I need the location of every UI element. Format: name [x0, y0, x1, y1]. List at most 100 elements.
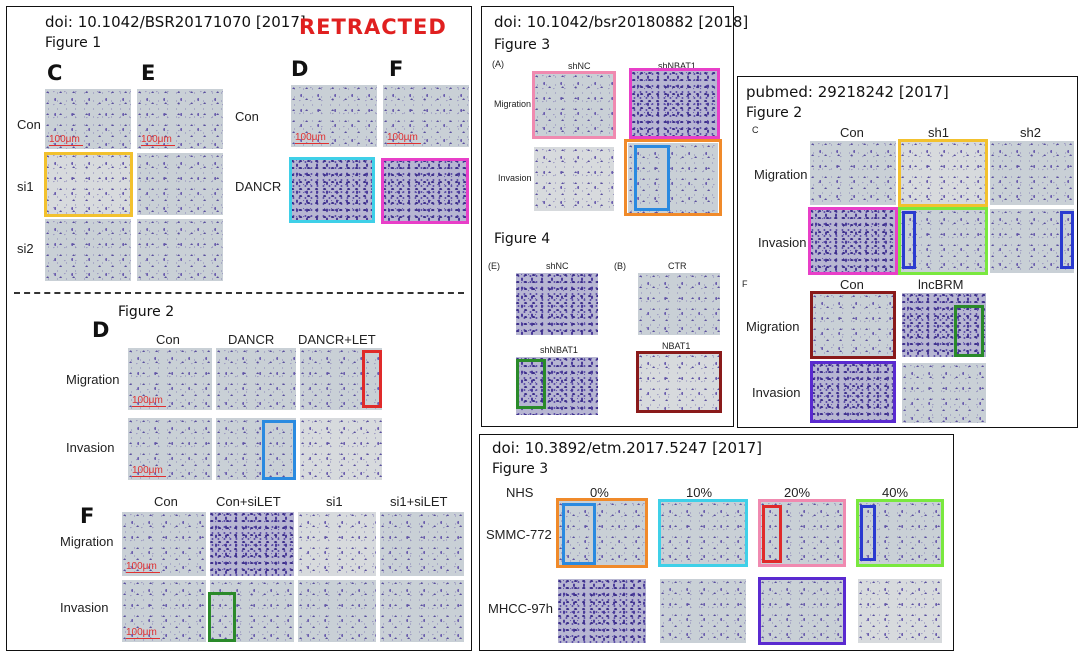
column-label: Con+siLET — [216, 494, 281, 509]
scale-bar: 100μm — [132, 395, 166, 407]
figure-title: Figure 4 — [494, 231, 551, 247]
scale-bar: 100μm — [126, 627, 160, 639]
micrograph — [638, 273, 720, 335]
highlight-box-magenta — [808, 207, 898, 275]
highlight-box-navy — [1060, 211, 1074, 269]
micrograph — [810, 141, 896, 205]
highlight-box-yellow — [44, 152, 133, 217]
scale-bar: 100μm — [49, 134, 83, 146]
panel-doi: doi: 10.3892/etm.2017.5247 [2017] — [492, 439, 763, 457]
scale-bar: 100μm — [295, 132, 329, 144]
column-label: Con — [156, 332, 180, 347]
column-label: si1+siLET — [390, 494, 448, 509]
micrograph — [660, 501, 746, 565]
row-label: Invasion — [60, 600, 109, 615]
micrograph — [137, 219, 223, 281]
highlight-box-darkred — [810, 291, 896, 359]
column-label: Con — [840, 125, 864, 140]
highlight-box-blue — [262, 420, 296, 480]
scale-bar: 100μm — [141, 134, 175, 146]
panel-letter-f: F — [389, 57, 404, 81]
column-label: shNBAT1 — [658, 61, 696, 71]
column-label: NBAT1 — [662, 341, 691, 351]
micrograph — [210, 512, 294, 576]
micrograph — [210, 580, 294, 642]
row-label: Con — [17, 117, 41, 132]
panel-letter-d: D — [92, 318, 110, 342]
figure-title: Figure 2 — [746, 105, 803, 121]
micrograph — [660, 579, 746, 643]
panel-doi: doi: 10.1042/bsr20180882 [2018] — [494, 13, 749, 31]
highlight-box-magenta — [381, 158, 469, 224]
highlight-box-green — [516, 359, 546, 409]
highlight-box-cyan — [658, 499, 748, 567]
micrograph: 100μm — [45, 89, 131, 149]
panel-doi: doi: 10.1042/BSR20171070 [2017] — [45, 13, 306, 31]
highlight-box-magenta — [629, 68, 720, 139]
column-label: sh1 — [928, 125, 949, 140]
micrograph — [298, 512, 376, 576]
micrograph — [902, 293, 986, 357]
micrograph: 100μm — [122, 580, 206, 642]
panel-doi: pubmed: 29218242 [2017] — [746, 83, 949, 101]
micrograph — [45, 153, 131, 215]
panel-letter-b: (B) — [614, 261, 626, 271]
micrograph — [628, 143, 718, 213]
highlight-box-purple — [810, 361, 896, 423]
scale-bar: 100μm — [387, 132, 421, 144]
micrograph — [45, 219, 131, 281]
column-label: 40% — [882, 485, 909, 500]
highlight-box-navy — [902, 211, 916, 269]
highlight-box-orange — [556, 498, 648, 568]
micrograph — [534, 147, 614, 211]
micrograph — [858, 501, 942, 565]
micrograph — [858, 579, 942, 643]
highlight-box-blue — [562, 503, 596, 565]
highlight-box-orange — [624, 139, 722, 216]
panel-etm-2017-5247: doi: 10.3892/etm.2017.5247 [2017] Figure… — [479, 434, 954, 651]
micrograph — [638, 353, 720, 413]
micrograph — [291, 159, 373, 221]
row-label: Migration — [746, 319, 800, 334]
row-label: Con — [235, 109, 259, 124]
panel-letter-d: D — [291, 57, 309, 81]
panel-bsr20171070: doi: 10.1042/BSR20171070 [2017] Figure 1… — [6, 6, 472, 651]
scale-bar: 100μm — [126, 561, 160, 573]
micrograph — [216, 348, 296, 410]
column-label: 10% — [686, 485, 713, 500]
micrograph — [812, 293, 894, 357]
highlight-box-pink — [532, 71, 616, 139]
column-label: CTR — [668, 261, 687, 271]
micrograph: 100μm — [137, 89, 223, 149]
column-label: shNC — [568, 61, 591, 71]
row-label: Migration — [66, 372, 120, 387]
panel-pubmed-29218242: pubmed: 29218242 [2017] Figure 2 C Con s… — [737, 76, 1078, 428]
row-label: si1 — [17, 179, 34, 194]
column-label: 20% — [784, 485, 811, 500]
row-label: si2 — [17, 241, 34, 256]
micrograph: 100μm — [122, 512, 206, 576]
highlight-box-darkred — [636, 351, 722, 413]
panel-letter-a: (A) — [492, 59, 504, 69]
row-label: Invasion — [498, 173, 532, 183]
retracted-label: RETRACTED — [299, 15, 447, 39]
column-label: DANCR+LET — [298, 332, 376, 347]
row-label: Invasion — [66, 440, 115, 455]
micrograph — [534, 73, 614, 137]
micrograph — [380, 512, 464, 576]
micrograph — [298, 580, 376, 642]
column-label: Con — [840, 277, 864, 292]
scale-bar: 100μm — [132, 465, 166, 477]
micrograph — [300, 348, 382, 410]
highlight-box-green — [954, 305, 984, 357]
panel-letter-f: F — [80, 504, 95, 528]
row-label: Migration — [494, 99, 532, 109]
column-label: shNBAT1 — [540, 345, 578, 355]
highlight-box-cyan — [289, 157, 375, 223]
row-label: SMMC-772 — [486, 527, 552, 542]
column-label: DANCR — [228, 332, 275, 347]
column-label: lncBRM — [918, 277, 964, 292]
highlight-box-red — [362, 350, 382, 408]
highlight-box-purple — [758, 577, 846, 645]
highlight-box-lime — [856, 499, 944, 567]
